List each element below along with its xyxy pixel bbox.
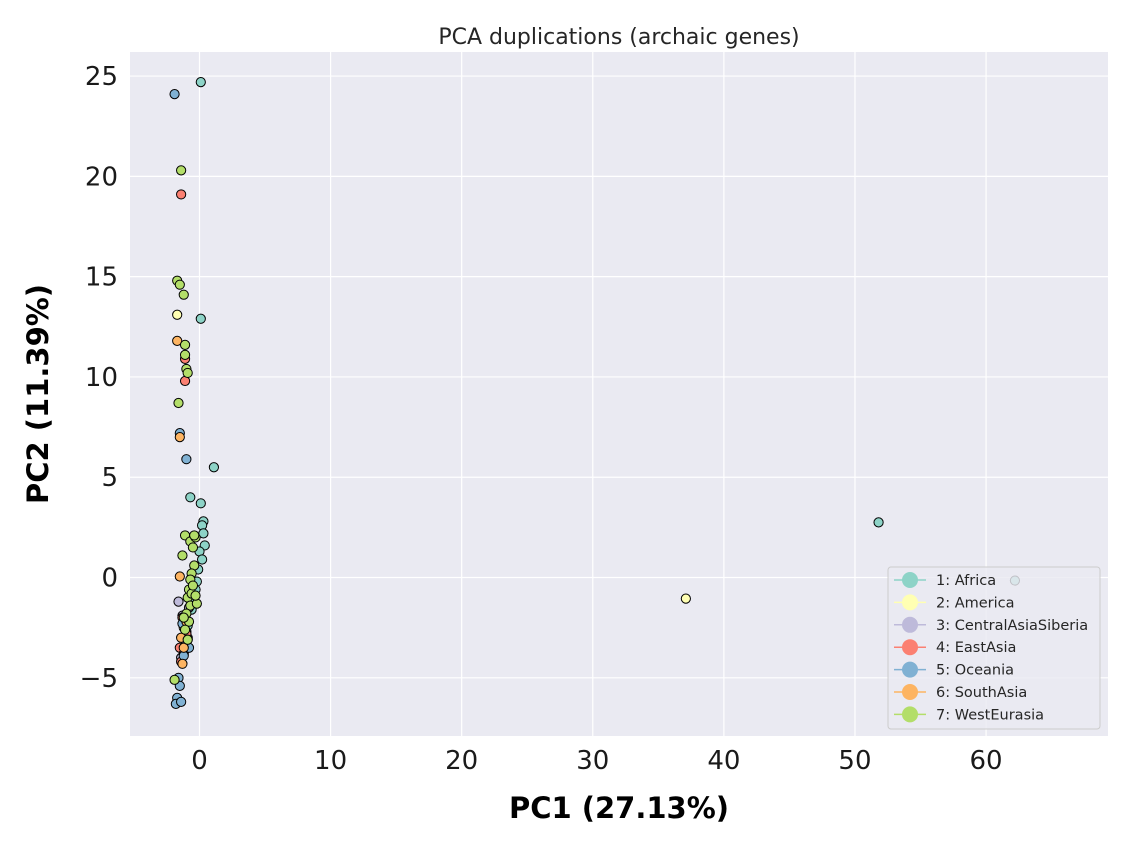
y-tick-label: 15 xyxy=(85,263,118,293)
legend-item: 5: Oceania xyxy=(894,661,1014,679)
legend-label: 2: America xyxy=(936,595,1015,611)
data-point xyxy=(178,289,189,300)
data-point xyxy=(182,367,193,379)
data-point xyxy=(181,454,192,465)
data-point xyxy=(182,634,193,645)
y-tick-label: 20 xyxy=(85,162,118,192)
x-tick-labels: 0 10 20 30 40 50 60 xyxy=(191,746,1002,776)
data-point xyxy=(174,571,185,582)
legend-marker xyxy=(902,572,918,588)
data-point xyxy=(680,593,691,604)
legend-label: 4: EastAsia xyxy=(936,640,1016,656)
legend-marker xyxy=(902,661,918,678)
data-points xyxy=(169,76,1021,710)
y-tick-label: 5 xyxy=(101,463,118,493)
chart-title: PCA duplications (archaic genes) xyxy=(438,25,799,50)
data-point xyxy=(174,432,185,443)
legend-marker xyxy=(902,616,918,633)
x-tick-label: 10 xyxy=(314,746,347,776)
data-point xyxy=(873,517,884,528)
data-point xyxy=(173,596,184,607)
data-point xyxy=(195,498,206,509)
legend-item: 1: Africa xyxy=(894,572,996,589)
x-tick-label: 40 xyxy=(707,746,740,776)
data-point xyxy=(173,397,184,409)
data-point xyxy=(172,335,183,346)
legend-label: 1: Africa xyxy=(936,573,996,589)
legend-item: 2: America xyxy=(894,594,1015,611)
data-point xyxy=(176,696,187,708)
data-point xyxy=(187,542,199,553)
x-tick-label: 30 xyxy=(576,746,609,776)
data-point xyxy=(169,89,180,100)
legend-marker xyxy=(902,706,918,723)
data-point xyxy=(195,76,206,88)
legend-marker xyxy=(902,639,918,656)
data-point xyxy=(187,580,199,591)
data-point xyxy=(176,165,187,176)
y-tick-label: −5 xyxy=(80,664,118,694)
data-point xyxy=(179,624,191,635)
legend-label: 5: Oceania xyxy=(936,663,1014,679)
legend-marker xyxy=(902,684,918,700)
data-point xyxy=(195,313,206,324)
legend-label: 3: CentralAsiaSiberia xyxy=(936,618,1088,634)
data-point xyxy=(172,309,183,320)
y-axis-title: PC2 (11.39%) xyxy=(21,284,55,504)
legend-item: 3: CentralAsiaSiberia xyxy=(894,616,1088,634)
y-tick-label: 0 xyxy=(101,564,118,594)
data-point xyxy=(179,339,191,350)
data-point xyxy=(176,189,187,200)
data-point xyxy=(190,590,201,601)
data-point xyxy=(178,612,189,623)
data-point xyxy=(169,674,180,685)
data-point xyxy=(174,279,185,290)
legend-item: 6: SouthAsia xyxy=(894,684,1027,701)
y-tick-label: 10 xyxy=(85,363,118,393)
data-point xyxy=(189,530,200,541)
legend-item: 7: WestEurasia xyxy=(894,706,1044,723)
data-point xyxy=(197,554,208,565)
legend-box xyxy=(887,566,1101,730)
data-point xyxy=(179,349,191,360)
data-point xyxy=(177,550,188,561)
legend: 1: Africa 2: America 3: CentralAsiaSiberia… xyxy=(887,566,1101,730)
y-tick-labels: −5 0 5 10 15 20 25 xyxy=(80,62,118,694)
data-point xyxy=(178,642,189,653)
legend-item: 4: EastAsia xyxy=(894,639,1016,656)
legend-marker xyxy=(902,594,918,611)
legend-label: 6: SouthAsia xyxy=(936,685,1027,701)
x-tick-label: 50 xyxy=(838,746,871,776)
data-point xyxy=(185,492,196,503)
x-axis-title: PC1 (27.13%) xyxy=(509,791,729,825)
data-point xyxy=(177,658,188,669)
x-tick-label: 0 xyxy=(191,746,208,776)
x-tick-label: 60 xyxy=(970,746,1003,776)
x-tick-label: 20 xyxy=(445,746,478,776)
series-7 xyxy=(169,165,202,685)
legend-label: 7: WestEurasia xyxy=(936,707,1044,723)
data-point xyxy=(208,462,220,473)
y-tick-label: 25 xyxy=(85,62,118,92)
